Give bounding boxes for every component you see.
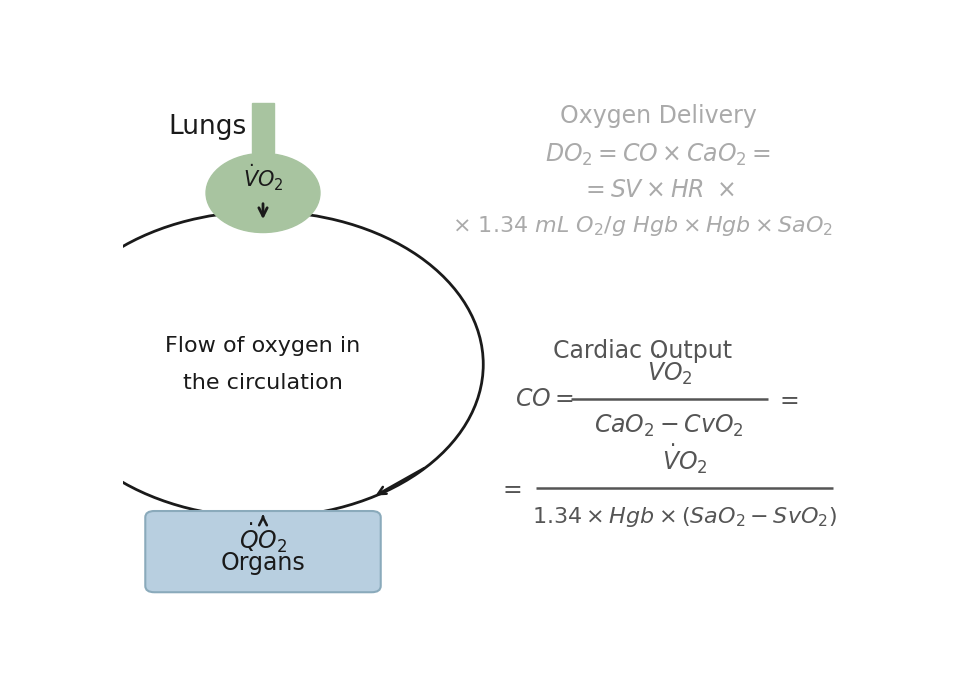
Text: $\mathit{\dot{V}O_2}$: $\mathit{\dot{V}O_2}$: [243, 163, 283, 193]
Text: $= SV \times HR\ \times$: $= SV \times HR\ \times$: [581, 178, 735, 202]
Text: $=$: $=$: [775, 386, 799, 411]
Text: $CO =$: $CO =$: [514, 386, 573, 411]
FancyBboxPatch shape: [145, 511, 380, 593]
Text: Lungs: Lungs: [169, 114, 246, 140]
Text: Flow of oxygen in: Flow of oxygen in: [166, 336, 361, 356]
Text: $\times\ 1.34\ mL\ O_2/g\ Hgb \times Hgb \times SaO_2$: $\times\ 1.34\ mL\ O_2/g\ Hgb \times Hgb…: [453, 214, 833, 238]
Text: $=$: $=$: [498, 476, 521, 500]
Text: $DO_2 = CO \times CaO_2 =$: $DO_2 = CO \times CaO_2 =$: [545, 142, 771, 168]
Text: $\dot{V}O_2$: $\dot{V}O_2$: [647, 353, 692, 386]
Text: $\mathit{\dot{Q}O_2}$: $\mathit{\dot{Q}O_2}$: [239, 521, 287, 556]
Circle shape: [206, 153, 319, 232]
Text: Oxygen Delivery: Oxygen Delivery: [560, 105, 757, 129]
Text: the circulation: the circulation: [183, 373, 343, 393]
Bar: [253, 103, 273, 153]
Text: $\dot{V}O_2$: $\dot{V}O_2$: [662, 443, 708, 476]
Text: $1.34 \times Hgb \times (SaO_2 - SvO_2)$: $1.34 \times Hgb \times (SaO_2 - SvO_2)$: [532, 506, 837, 530]
Text: Cardiac Output: Cardiac Output: [553, 339, 732, 363]
Text: Organs: Organs: [220, 551, 306, 575]
Text: $CaO_2 - CvO_2$: $CaO_2 - CvO_2$: [595, 413, 744, 439]
